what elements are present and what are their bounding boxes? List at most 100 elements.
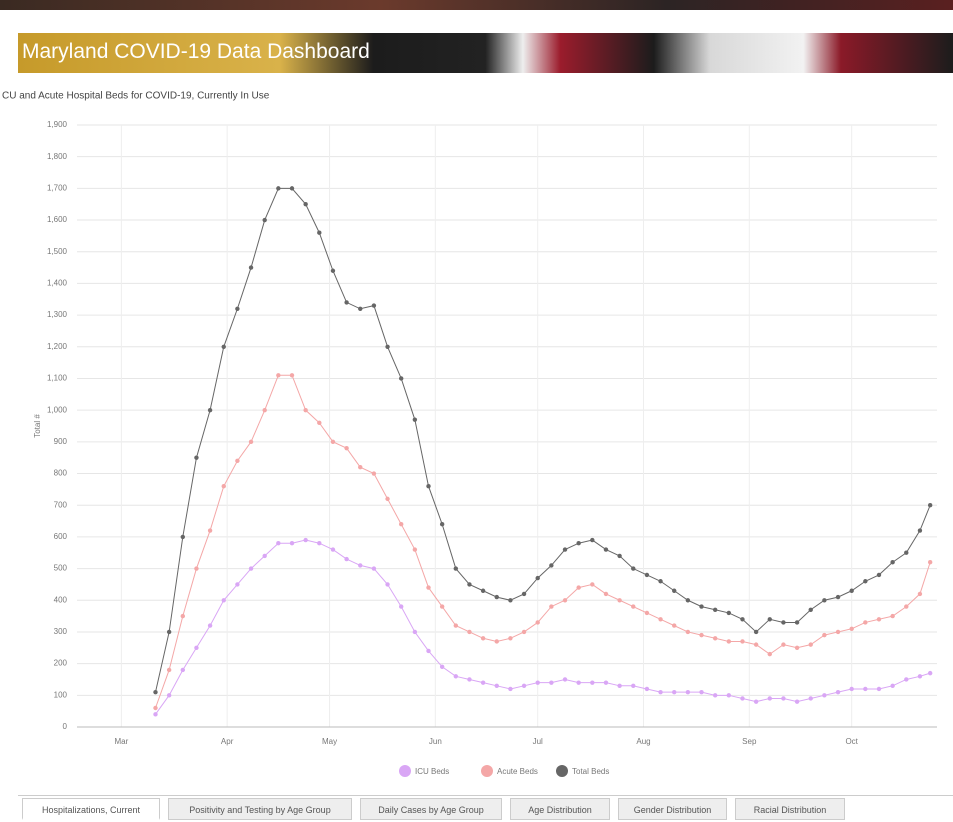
data-point: [617, 553, 622, 559]
data-point: [521, 629, 527, 635]
series-line: [155, 539, 931, 715]
data-point: [317, 420, 322, 426]
y-tick-label: 1,100: [47, 374, 68, 383]
series-line: [155, 374, 931, 709]
data-point: [672, 689, 677, 695]
data-point: [672, 588, 677, 593]
data-point: [508, 636, 513, 641]
data-point: [863, 579, 868, 584]
data-point: [562, 677, 568, 682]
data-point: [753, 642, 759, 647]
data-point: [863, 620, 868, 625]
y-tick-label: 700: [54, 500, 68, 509]
tab[interactable]: Hospitalizations, Current: [22, 798, 160, 820]
data-point: [480, 680, 486, 685]
data-point: [685, 689, 691, 695]
data-point: [904, 550, 909, 555]
data-point: [835, 629, 841, 635]
data-point: [590, 537, 595, 543]
chart-title: CU and Acute Hospital Beds for COVID-19,…: [2, 91, 270, 102]
tab[interactable]: Positivity and Testing by Age Group: [168, 798, 352, 820]
y-tick-label: 600: [54, 532, 68, 541]
y-tick-label: 0: [63, 722, 68, 731]
data-point: [412, 629, 418, 635]
data-point: [235, 306, 240, 311]
data-point: [344, 445, 349, 451]
data-point: [672, 623, 677, 628]
data-point: [371, 471, 377, 476]
data-point: [927, 560, 933, 565]
chart: CU and Acute Hospital Beds for COVID-19,…: [2, 91, 937, 777]
data-point: [207, 528, 213, 533]
data-point: [781, 620, 786, 625]
data-point: [494, 683, 499, 689]
data-point: [699, 604, 704, 609]
data-point: [508, 598, 513, 603]
data-point: [153, 712, 158, 717]
data-point: [153, 689, 158, 695]
x-tick-label: Oct: [845, 737, 858, 746]
data-point: [262, 217, 267, 223]
tab-bar: Hospitalizations, Current Positivity and …: [18, 795, 953, 822]
data-point: [876, 572, 882, 578]
data-point: [453, 566, 459, 571]
data-point: [194, 645, 199, 650]
data-point: [658, 689, 663, 695]
tab[interactable]: Daily Cases by Age Group: [360, 798, 502, 820]
y-tick-label: 900: [54, 437, 68, 446]
data-point: [371, 303, 377, 308]
data-point: [248, 265, 254, 270]
data-point: [426, 484, 431, 489]
data-point: [180, 613, 185, 619]
data-point: [603, 591, 609, 597]
x-tick-label: Jul: [533, 737, 543, 746]
tab[interactable]: Racial Distribution: [735, 798, 845, 820]
data-point: [917, 591, 923, 597]
data-point: [876, 617, 882, 622]
data-point: [726, 639, 732, 644]
data-point: [658, 579, 663, 584]
data-point: [712, 636, 718, 641]
data-point: [358, 306, 363, 311]
data-point: [330, 547, 336, 552]
series-line: [155, 187, 931, 693]
data-point: [808, 607, 813, 612]
data-point: [221, 598, 226, 603]
data-point: [603, 680, 609, 685]
legend-swatch: [481, 765, 493, 777]
data-point: [822, 632, 827, 638]
data-point: [890, 613, 895, 619]
data-point: [631, 604, 636, 609]
data-point: [399, 604, 404, 609]
data-point: [412, 417, 418, 422]
legend-label: Acute Beds: [497, 767, 538, 776]
data-point: [480, 636, 486, 641]
data-point: [767, 617, 772, 622]
data-point: [207, 407, 213, 413]
data-point: [904, 677, 909, 682]
data-point: [631, 683, 636, 689]
data-point: [399, 522, 404, 527]
data-point: [740, 617, 745, 622]
x-tick-label: Jun: [429, 737, 442, 746]
data-point: [153, 705, 158, 711]
data-point: [385, 496, 390, 502]
data-point: [658, 617, 663, 622]
data-point: [699, 689, 704, 695]
data-point: [644, 686, 650, 692]
data-point: [822, 693, 827, 698]
data-point: [262, 407, 267, 413]
y-tick-label: 200: [54, 659, 68, 668]
banner: Maryland COVID-19 Data Dashboard: [18, 33, 953, 73]
data-point: [194, 566, 199, 571]
data-point: [835, 594, 841, 600]
data-point: [890, 683, 895, 689]
tab[interactable]: Gender Distribution: [618, 798, 727, 820]
data-point: [726, 610, 732, 616]
data-point: [631, 566, 636, 571]
data-point: [248, 439, 254, 445]
data-point: [317, 541, 322, 546]
data-point: [549, 563, 554, 568]
data-point: [808, 696, 813, 701]
tab[interactable]: Age Distribution: [510, 798, 610, 820]
